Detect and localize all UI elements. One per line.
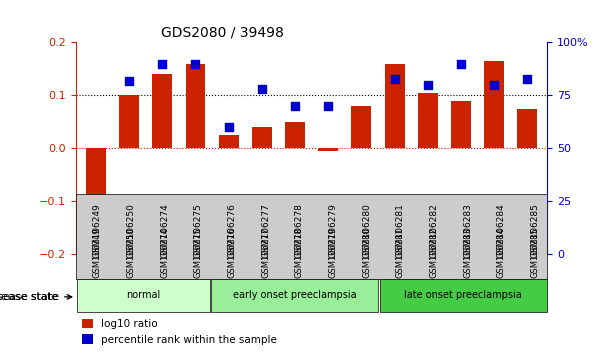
Point [323, 103, 333, 109]
Point [224, 125, 233, 130]
Text: GSM106280: GSM106280 [362, 202, 371, 257]
Bar [517, 109, 537, 148]
Bar [252, 127, 272, 148]
Bar [153, 74, 172, 148]
Text: GSM106282: GSM106282 [429, 227, 438, 278]
Point [290, 103, 300, 109]
Point [257, 86, 267, 92]
Text: GSM106280: GSM106280 [362, 227, 371, 278]
Bar [351, 106, 371, 148]
Text: GSM106283: GSM106283 [463, 227, 472, 278]
Text: GSM106276: GSM106276 [227, 227, 237, 278]
FancyBboxPatch shape [379, 279, 547, 312]
Point [456, 61, 466, 67]
Point [91, 245, 101, 251]
Text: GSM106274: GSM106274 [160, 227, 169, 278]
Text: GSM106277: GSM106277 [261, 202, 270, 257]
Point [157, 61, 167, 67]
Point [522, 76, 532, 81]
Point [356, 209, 366, 215]
Bar [418, 93, 438, 148]
Text: GDS2080 / 39498: GDS2080 / 39498 [161, 26, 284, 40]
Text: GSM106249: GSM106249 [93, 203, 102, 257]
Text: GSM106250: GSM106250 [126, 227, 136, 278]
Text: disease state: disease state [0, 292, 72, 302]
Point [390, 76, 399, 81]
Point [190, 61, 200, 67]
Bar [119, 96, 139, 148]
FancyBboxPatch shape [212, 279, 378, 312]
Text: GSM106250: GSM106250 [126, 202, 136, 257]
Text: GSM106283: GSM106283 [463, 202, 472, 257]
Bar [285, 122, 305, 148]
Text: GSM106278: GSM106278 [295, 227, 304, 278]
Text: GSM106275: GSM106275 [194, 202, 203, 257]
Text: GSM106285: GSM106285 [530, 202, 539, 257]
Text: GSM106276: GSM106276 [227, 202, 237, 257]
Point [423, 82, 433, 88]
Point [124, 78, 134, 84]
Text: late onset preeclampsia: late onset preeclampsia [404, 290, 522, 300]
Text: disease state: disease state [0, 292, 58, 302]
Bar [185, 64, 206, 148]
Text: GSM106284: GSM106284 [497, 227, 506, 278]
Point [489, 82, 499, 88]
Text: GSM106249: GSM106249 [93, 227, 102, 278]
Bar [385, 64, 404, 148]
Text: GSM106279: GSM106279 [328, 227, 337, 278]
Bar [484, 61, 504, 148]
Text: GSM106281: GSM106281 [396, 227, 405, 278]
Text: GSM106278: GSM106278 [295, 202, 304, 257]
Text: GSM106279: GSM106279 [328, 202, 337, 257]
Bar [451, 101, 471, 148]
Bar [318, 148, 338, 151]
Legend: log10 ratio, percentile rank within the sample: log10 ratio, percentile rank within the … [78, 315, 281, 349]
Text: GSM106284: GSM106284 [497, 203, 506, 257]
Text: GSM106282: GSM106282 [429, 203, 438, 257]
Text: GSM106281: GSM106281 [396, 202, 405, 257]
FancyBboxPatch shape [77, 279, 210, 312]
Text: early onset preeclampsia: early onset preeclampsia [233, 290, 356, 300]
Text: GSM106285: GSM106285 [530, 227, 539, 278]
Text: GSM106275: GSM106275 [194, 227, 203, 278]
Bar [86, 148, 106, 241]
Text: GSM106277: GSM106277 [261, 227, 270, 278]
Text: GSM106274: GSM106274 [160, 203, 169, 257]
Bar [219, 135, 238, 148]
FancyBboxPatch shape [76, 194, 547, 279]
Text: normal: normal [126, 290, 161, 300]
